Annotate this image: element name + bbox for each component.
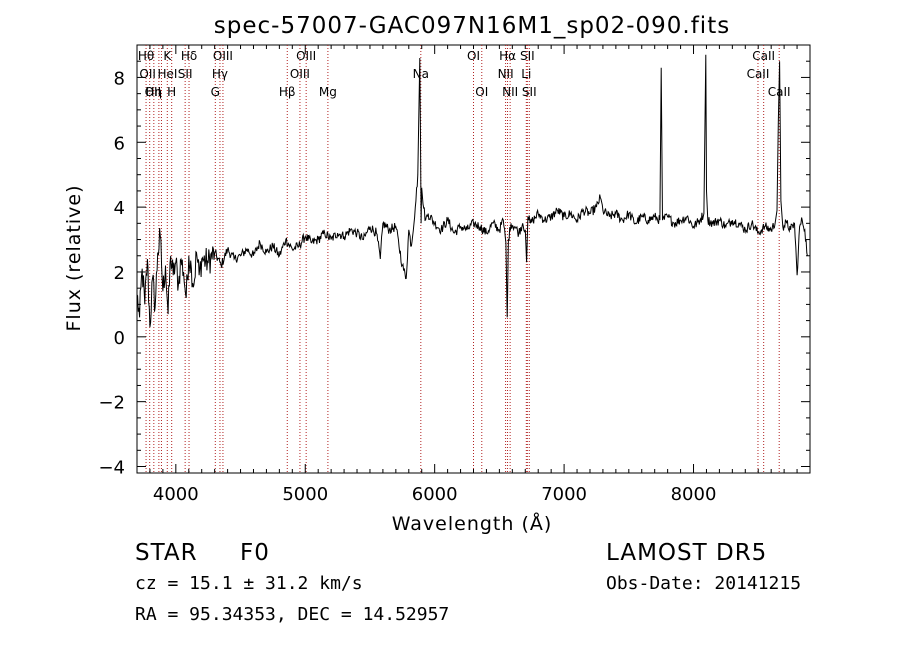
observation-date: Obs-Date: 20141215 xyxy=(606,573,802,594)
y-tick-label: −2 xyxy=(98,393,125,414)
spectral-line-label: NII xyxy=(502,85,518,99)
y-tick-label: 2 xyxy=(114,263,125,284)
spectral-line-label: OII xyxy=(139,67,156,81)
spectral-line-label: SII xyxy=(522,85,537,99)
spectral-line-label: OI xyxy=(467,49,480,63)
y-tick-label: −4 xyxy=(98,458,125,479)
spectral-line-label: Hη xyxy=(146,85,163,99)
spectral-line-label: Hα xyxy=(499,49,516,63)
spectral-line-label: OIII xyxy=(213,49,233,63)
spectrum-line xyxy=(136,54,808,328)
spectral-line-label: Li xyxy=(521,67,531,81)
spectral-line-label: NII xyxy=(498,67,514,81)
spectral-line-label: OIII xyxy=(296,49,316,63)
x-axis-label: Wavelength (Å) xyxy=(392,512,553,535)
redshift-velocity: cz = 15.1 ± 31.2 km/s xyxy=(135,573,363,594)
spectral-line-label: OI xyxy=(475,85,488,99)
spectral-line-label: CaII xyxy=(747,67,770,81)
axis-tick-labels: 4000 5000 6000 7000 8000 −4 −2 0 2 4 6 8 xyxy=(98,68,716,505)
axis-ticks xyxy=(136,44,811,473)
spectral-line-label: SII xyxy=(520,49,535,63)
spectral-line-label: Hθ xyxy=(138,49,154,63)
spectral-line-markers xyxy=(145,45,780,473)
spectral-line-label: HeI xyxy=(157,67,177,81)
spectral-line-label: SII xyxy=(178,67,193,81)
survey-name: LAMOST DR5 xyxy=(606,540,768,566)
spectral-line-label: Hδ xyxy=(181,49,197,63)
object-type: STAR xyxy=(135,540,198,566)
y-tick-label: 6 xyxy=(114,133,125,154)
spectral-line-label: Hβ xyxy=(279,85,296,99)
x-tick-label: 7000 xyxy=(541,484,587,505)
spectral-line-label: OII xyxy=(145,85,162,99)
x-tick-label: 6000 xyxy=(412,484,458,505)
x-tick-label: 8000 xyxy=(671,484,717,505)
spectral-line-label: H xyxy=(167,85,176,99)
x-tick-label: 4000 xyxy=(153,484,199,505)
y-tick-label: 4 xyxy=(114,198,125,219)
spectral-line-label: G xyxy=(211,85,220,99)
spectral-line-label: Hγ xyxy=(212,67,228,81)
y-axis-label: Flux (relative) xyxy=(63,184,85,331)
x-tick-label: 5000 xyxy=(282,484,328,505)
chart-title: spec-57007-GAC097N16M1_sp02-090.fits xyxy=(214,13,730,39)
y-tick-label: 8 xyxy=(114,68,125,89)
spectral-line-label: K xyxy=(163,49,172,63)
spectral-line-label: OIII xyxy=(290,67,310,81)
subclass: F0 xyxy=(240,540,270,566)
coordinates: RA = 95.34353, DEC = 14.52957 xyxy=(135,604,450,625)
spectral-line-label: Mg xyxy=(319,85,337,99)
spectral-line-label: CaII xyxy=(752,49,775,63)
spectral-line-labels: HθOIIHηOIIHeIKHSIIHδGHγOIIIHβOIIIOIIIMgN… xyxy=(138,49,791,99)
spectral-line-label: Na xyxy=(413,67,429,81)
y-tick-label: 0 xyxy=(114,328,125,349)
